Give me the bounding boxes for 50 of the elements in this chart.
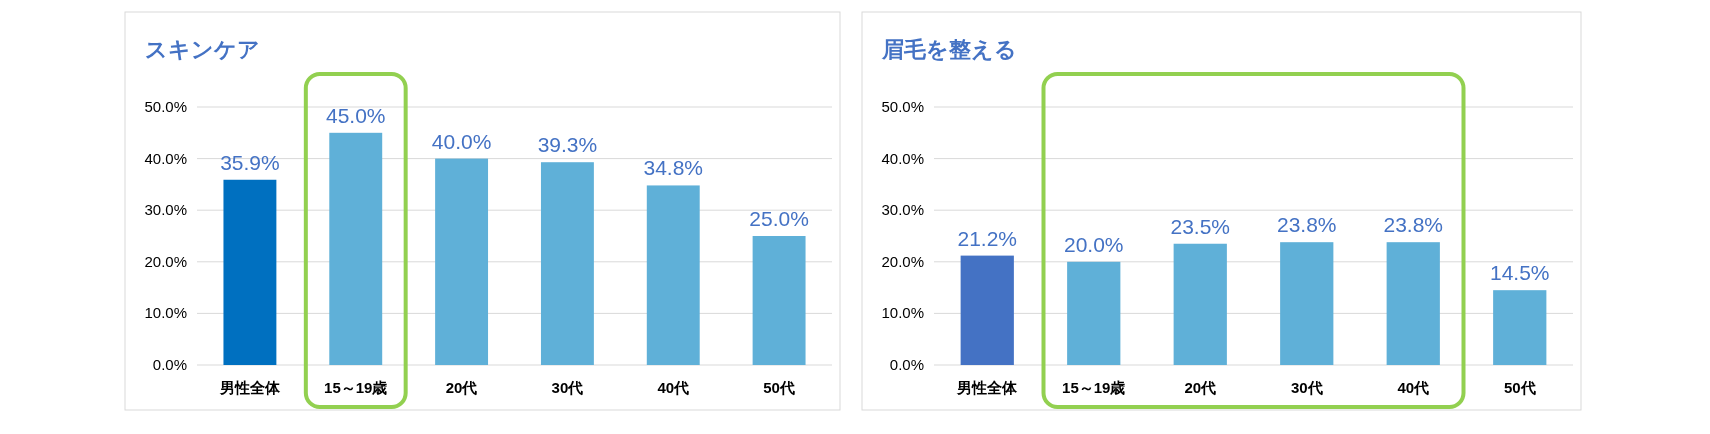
data-label: 23.8% — [1383, 213, 1444, 237]
y-tick-label: 40.0% — [144, 149, 187, 167]
x-tick-label: 40代 — [1397, 379, 1430, 396]
y-tick-label: 10.0% — [144, 304, 187, 322]
data-label: 40.0% — [431, 129, 492, 153]
bar — [960, 255, 1014, 365]
x-tick-label: 40代 — [657, 379, 690, 396]
x-tick-label: 30代 — [1290, 379, 1323, 396]
data-label: 45.0% — [325, 103, 386, 127]
y-tick-label: 40.0% — [881, 149, 924, 167]
x-tick-label: 15～19歳 — [324, 379, 388, 396]
y-tick-label: 0.0% — [152, 356, 187, 373]
data-label: 23.8% — [1276, 213, 1337, 237]
bar — [1067, 261, 1121, 365]
bar — [1173, 243, 1227, 365]
bar — [329, 132, 383, 365]
y-tick-label: 10.0% — [881, 304, 924, 322]
bar — [223, 179, 277, 365]
bar — [646, 185, 700, 365]
data-label: 14.5% — [1489, 261, 1550, 285]
data-label: 20.0% — [1063, 232, 1124, 256]
data-label: 21.2% — [957, 226, 1018, 250]
bar — [1280, 242, 1334, 365]
data-label: 34.8% — [643, 156, 704, 180]
x-tick-label: 男性全体 — [218, 379, 281, 396]
y-tick-label: 50.0% — [144, 98, 187, 115]
y-tick-label: 0.0% — [889, 356, 924, 373]
y-tick-label: 20.0% — [881, 252, 924, 270]
bar — [752, 236, 806, 365]
chart-title: スキンケア — [145, 37, 260, 62]
y-tick-label: 30.0% — [144, 201, 187, 219]
chart-title: 眉毛を整える — [881, 37, 1017, 62]
bar — [540, 162, 594, 365]
data-label: 35.9% — [220, 150, 280, 174]
bar — [435, 158, 489, 365]
data-label: 39.3% — [537, 133, 598, 157]
y-tick-label: 50.0% — [881, 98, 924, 115]
y-tick-label: 30.0% — [881, 201, 924, 219]
bar — [1386, 242, 1440, 365]
data-label: 25.0% — [749, 207, 809, 230]
x-tick-label: 20代 — [445, 379, 478, 396]
x-tick-label: 男性全体 — [956, 379, 1019, 396]
x-tick-label: 30代 — [551, 379, 584, 396]
x-tick-label: 50代 — [1503, 379, 1536, 396]
x-tick-label: 15～19歳 — [1062, 379, 1126, 396]
y-tick-label: 20.0% — [144, 252, 187, 270]
bar — [1493, 290, 1547, 365]
data-label: 23.5% — [1170, 214, 1231, 238]
x-tick-label: 50代 — [763, 379, 795, 396]
x-tick-label: 20代 — [1184, 379, 1217, 396]
